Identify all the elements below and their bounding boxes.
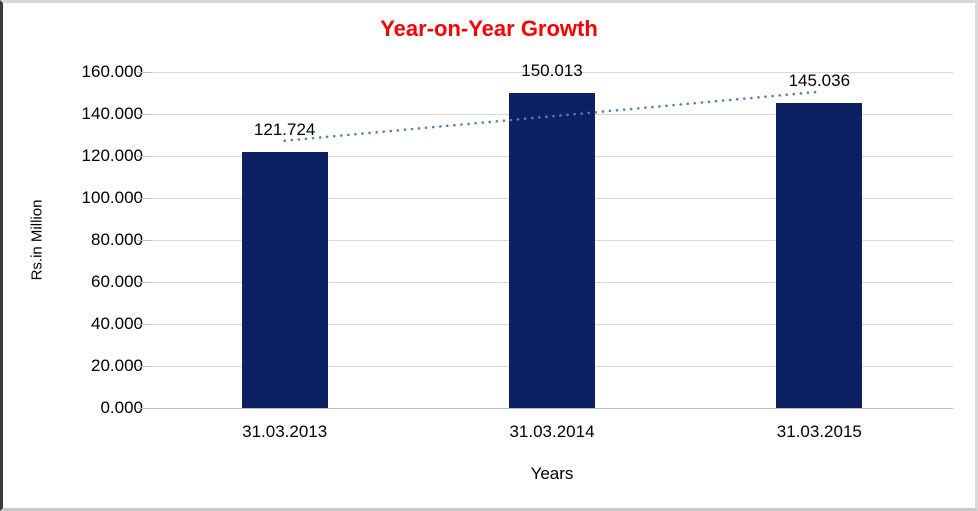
y-tick-mark (137, 407, 151, 409)
y-tick-mark (137, 281, 151, 283)
y-tick-label: 160.000 (81, 62, 143, 81)
bar-data-label: 145.036 (788, 71, 851, 91)
y-tick-mark (137, 323, 151, 325)
y-tick-label: 40.000 (91, 314, 143, 333)
bar-data-label: 121.724 (253, 120, 316, 140)
y-tick-label: 100.000 (81, 188, 143, 207)
chart-title: Year-on-Year Growth (380, 16, 598, 41)
y-tick-mark (137, 155, 151, 157)
bar-data-label: 150.013 (521, 60, 583, 80)
y-tick-label: 0.000 (100, 398, 143, 417)
y-tick-label: 60.000 (91, 272, 143, 291)
plot-area: 121.724 31.03.2013 150.013 31.03.2014 145.03… (137, 61, 953, 441)
y-tick-mark (137, 365, 151, 367)
bar (241, 152, 328, 408)
x-tick-label: 31.03.2014 (509, 422, 595, 441)
y-tick-mark (137, 113, 151, 115)
x-axis-title: Years (530, 464, 574, 483)
y-axis-labels: 0.000 20.000 40.000 60.000 80.000 100.000 120.… (33, 62, 143, 417)
gridline (151, 71, 953, 73)
y-tick-mark (137, 71, 151, 73)
trendline (283, 90, 821, 143)
bar (509, 92, 595, 408)
x-tick-label: 31.03.2013 (242, 422, 328, 441)
x-tick-label: 31.03.2015 (776, 422, 862, 441)
y-tick-label: 20.000 (91, 356, 143, 375)
y-tick-mark (137, 197, 151, 199)
y-tick-mark (137, 239, 151, 241)
y-tick-label: 120.000 (81, 146, 143, 165)
bar (776, 103, 863, 408)
y-tick-label: 80.000 (91, 230, 143, 249)
y-tick-label: 140.000 (81, 104, 143, 123)
